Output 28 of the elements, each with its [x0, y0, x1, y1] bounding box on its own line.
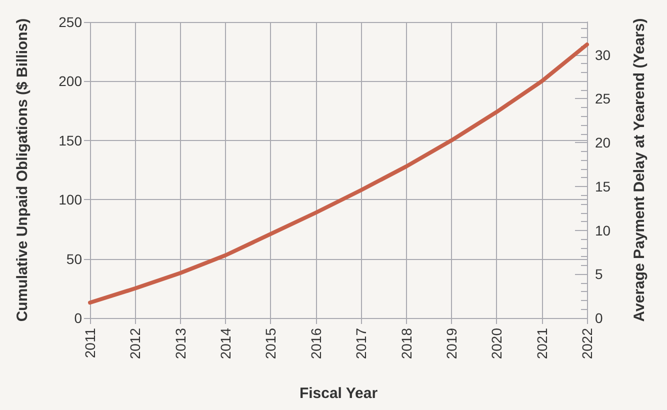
- x-tick-label: 2022: [579, 328, 595, 360]
- y2-tick-label: 10: [595, 222, 611, 238]
- y-tick-label: 0: [74, 310, 82, 326]
- x-tick-label: 2012: [127, 328, 144, 360]
- y2-tick-label: 25: [595, 90, 611, 107]
- x-tick-label: 2013: [172, 328, 188, 360]
- x-tick-label: 2019: [443, 328, 460, 360]
- x-axis-title: Fiscal Year: [299, 385, 378, 402]
- y-tick-label: 200: [58, 73, 82, 90]
- x-tick-label: 2014: [218, 328, 234, 360]
- x-tick-label: 2011: [82, 328, 98, 358]
- x-tick-label: 2021: [534, 328, 550, 360]
- y2-tick-label: 5: [595, 266, 603, 282]
- x-tick-label: 2016: [308, 328, 324, 360]
- y-tick-label: 100: [58, 192, 82, 208]
- x-tick-label: 2020: [488, 328, 505, 360]
- y2-axis-title: Average Payment Delay at Yearend (Years): [631, 18, 648, 322]
- y2-tick-label: 20: [595, 134, 611, 151]
- y-tick-label: 250: [58, 14, 82, 30]
- y2-tick-label: 30: [595, 46, 611, 63]
- y2-tick-label: 15: [595, 178, 611, 194]
- y2-tick-label: 0: [595, 310, 603, 326]
- x-tick-label: 2017: [353, 328, 370, 360]
- x-tick-label: 2015: [262, 328, 279, 360]
- y-axis-title: Cumulative Unpaid Obligations ($ Billions): [14, 18, 31, 322]
- y-tick-label: 150: [58, 132, 82, 148]
- y-tick-label: 50: [66, 250, 82, 267]
- x-tick-label: 2018: [398, 328, 414, 360]
